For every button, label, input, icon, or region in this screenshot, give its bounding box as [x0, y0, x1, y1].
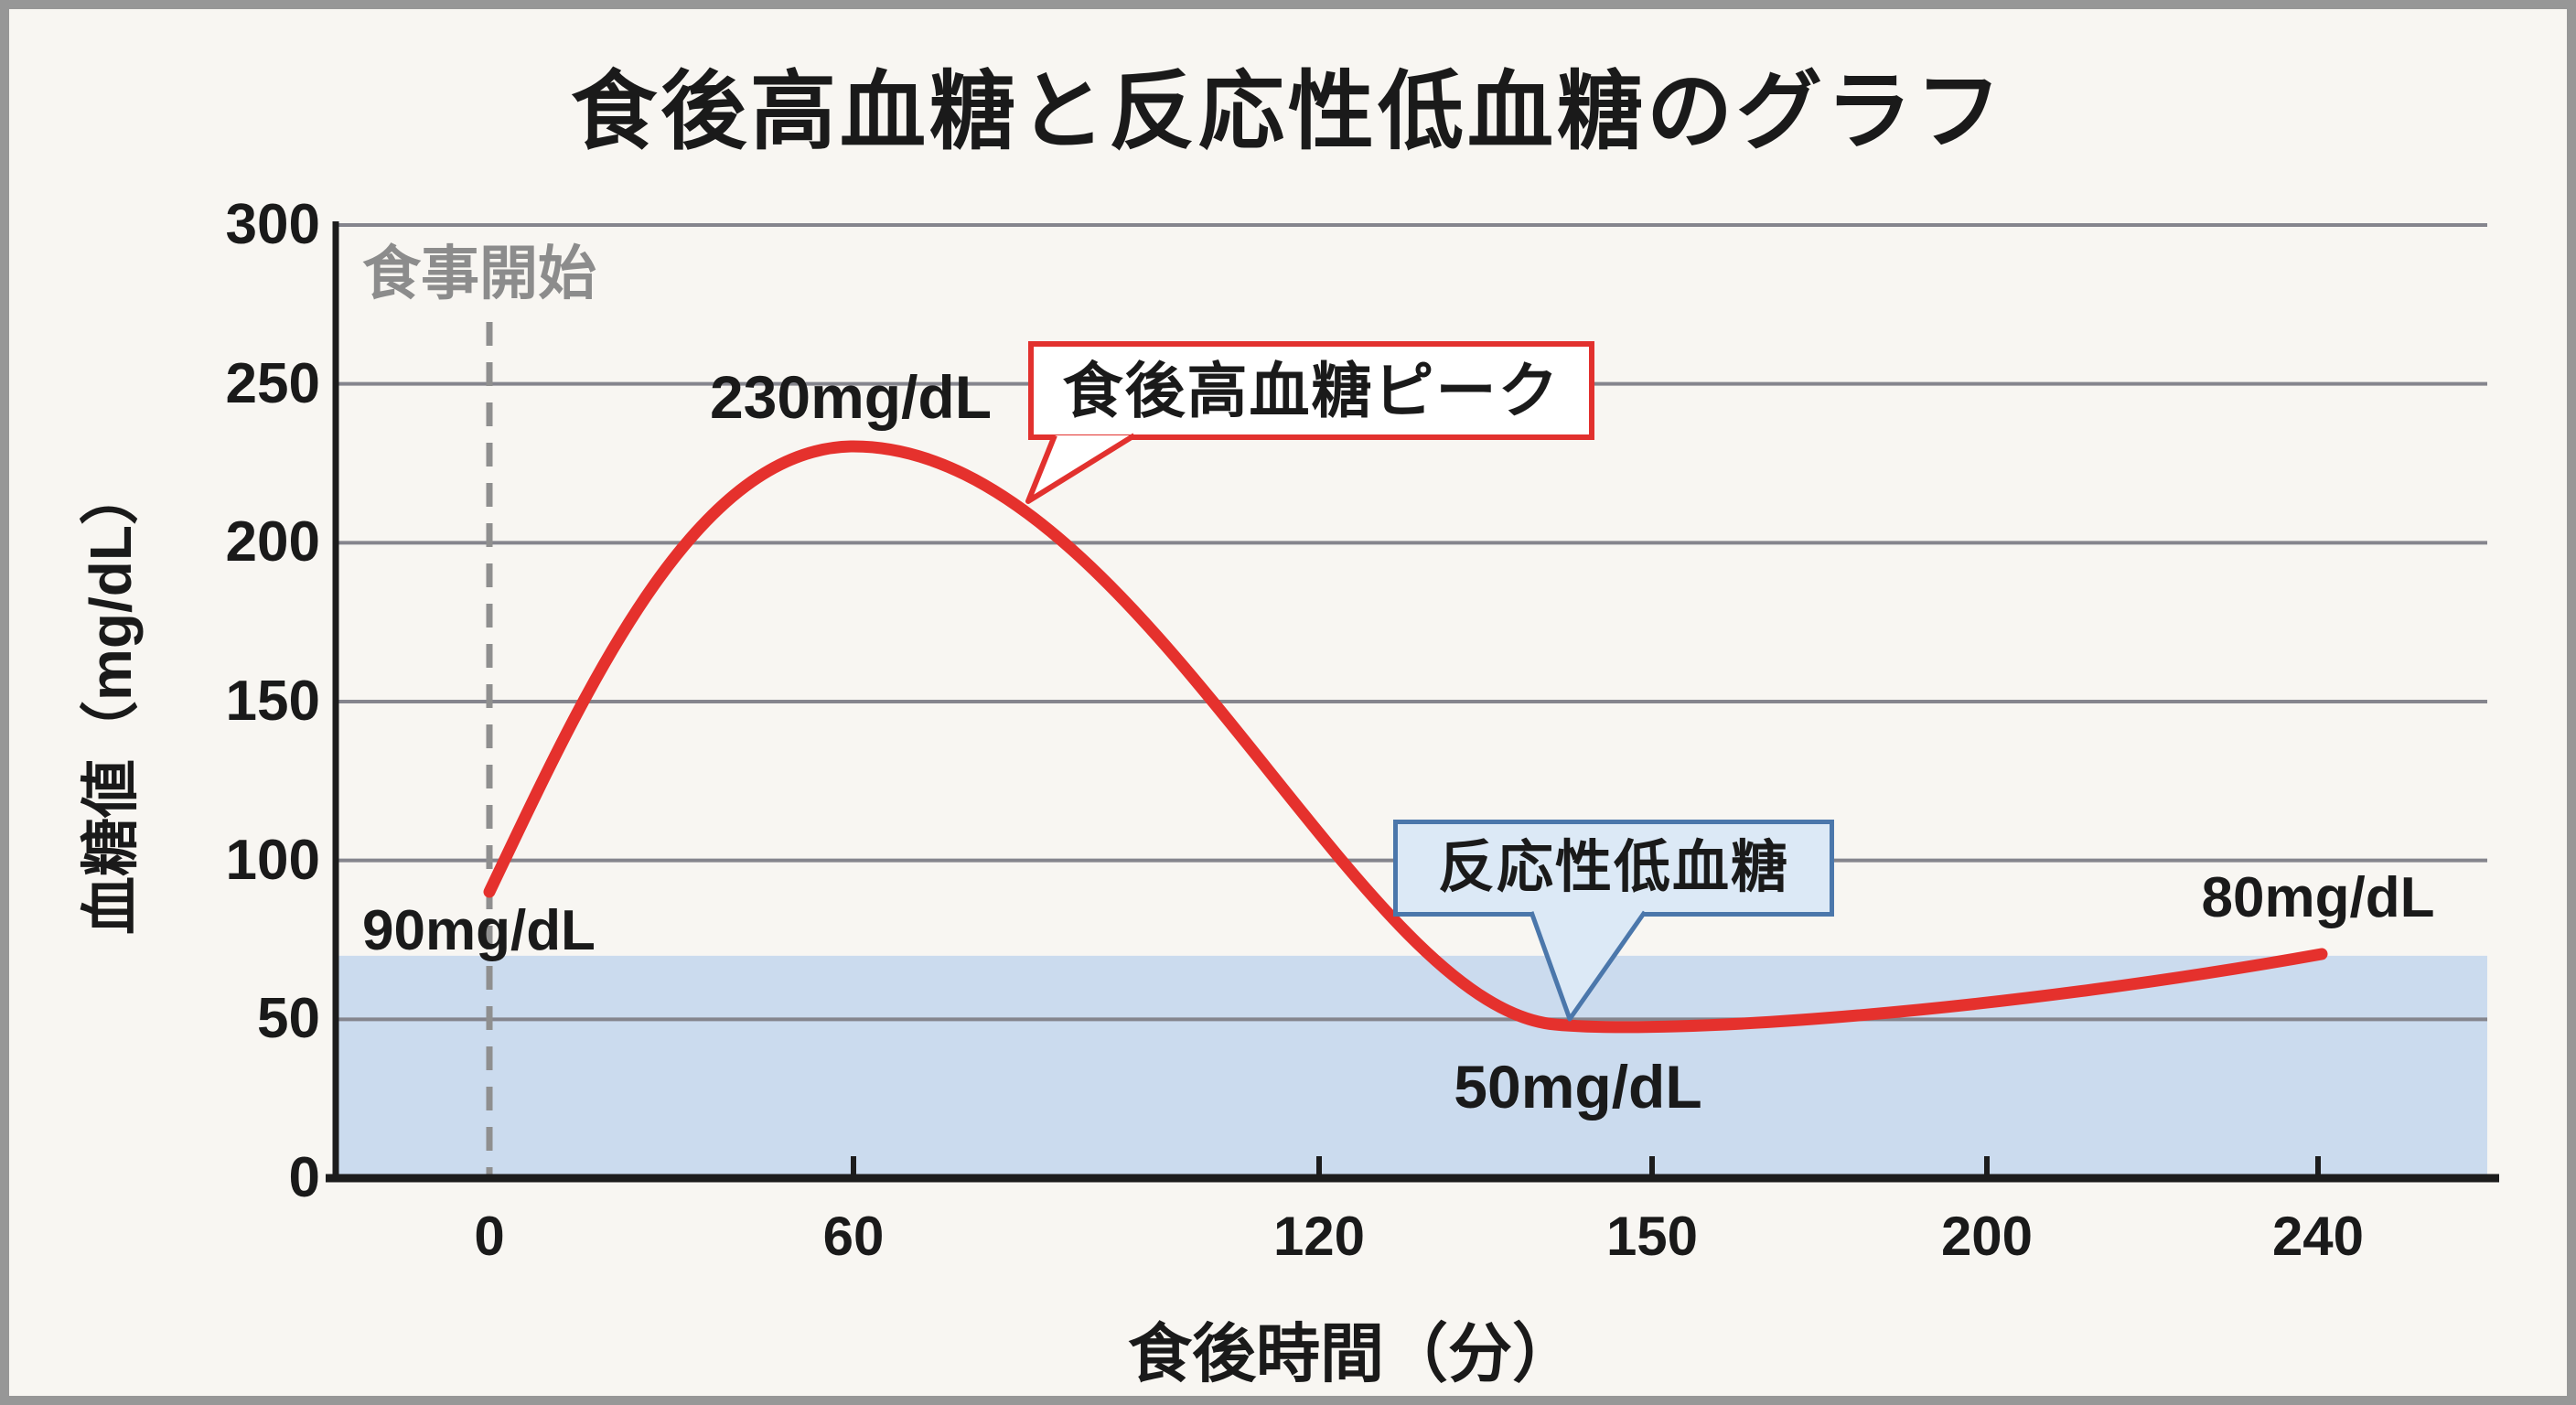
callout-peak: 食後高血糖ピーク	[1028, 341, 1594, 440]
callout-trough: 反応性低血糖	[1393, 820, 1834, 917]
x-tick-label-60: 60	[822, 1206, 885, 1267]
annotation-end-value: 80mg/dL	[2201, 866, 2435, 929]
chart-title: 食後高血糖と反応性低血糖のグラフ	[570, 63, 2005, 159]
x-tick-label-120: 120	[1272, 1206, 1366, 1267]
x-tick-label-150: 150	[1605, 1206, 1699, 1267]
x-axis-title: 食後時間（分）	[1128, 1318, 1576, 1389]
y-tick-label-200: 200	[225, 510, 320, 574]
y-tick-label-100: 100	[225, 828, 320, 892]
annotation-start-value: 90mg/dL	[362, 899, 596, 962]
annotation-trough-value: 50mg/dL	[1454, 1053, 1702, 1121]
y-tick-label-250: 250	[225, 351, 320, 415]
x-tick-label-0: 0	[474, 1206, 505, 1267]
y-tick-label-50: 50	[257, 987, 320, 1051]
x-tick-label-200: 200	[1940, 1206, 2034, 1267]
callout-trough-text: 反応性低血糖	[1437, 836, 1789, 899]
meal-start-label: 食事開始	[362, 241, 596, 306]
y-tick-label-150: 150	[225, 670, 320, 733]
annotation-peak-value: 230mg/dL	[709, 363, 993, 431]
y-tick-label-300: 300	[225, 193, 320, 256]
y-tick-label-0: 0	[288, 1146, 320, 1209]
callout-peak-text: 食後高血糖ピーク	[1062, 357, 1561, 424]
x-tick-label-240: 240	[2271, 1206, 2365, 1267]
